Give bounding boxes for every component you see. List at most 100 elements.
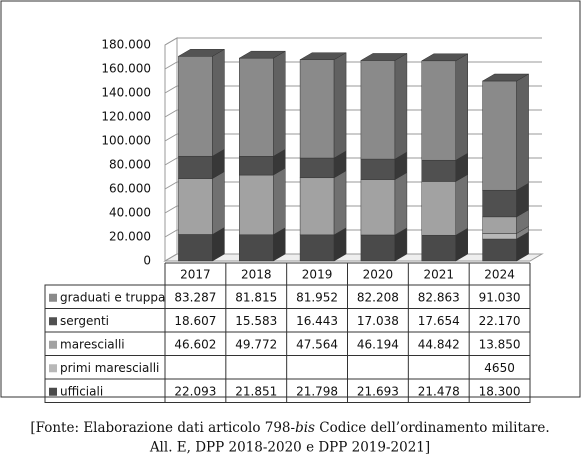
grid-line: [164, 229, 542, 238]
x-tick-label: 2018: [241, 268, 272, 282]
bar-segment: [421, 181, 456, 236]
table-cell: 18.300: [479, 384, 521, 398]
table-cell: 91.030: [479, 290, 521, 304]
bar-segment: [421, 60, 456, 161]
x-tick-label: 2020: [363, 268, 394, 282]
bar-top: [299, 52, 348, 60]
bar-segment: [482, 189, 517, 218]
y-tick-label: 180.000: [101, 38, 151, 52]
y-tick-label: 80.000: [109, 158, 151, 172]
x-tick-label: 2021: [423, 268, 454, 282]
bar-top: [420, 53, 469, 62]
table-cell: 83.287: [174, 290, 216, 304]
table-cell: 21.693: [357, 384, 399, 398]
bar-side: [212, 48, 225, 157]
table-cell: 18.607: [174, 314, 216, 328]
table-cell: 47.564: [296, 337, 338, 351]
bar-segment: [482, 80, 517, 191]
table-cell: 46.602: [174, 337, 216, 351]
table-cell: 17.654: [418, 314, 460, 328]
legend-swatch: [49, 387, 57, 396]
grid-line: [164, 37, 542, 46]
y-tick-label: 140.000: [101, 86, 151, 100]
bar-side: [516, 73, 529, 191]
table-cell: 17.038: [357, 314, 399, 328]
y-tick-label: 20.000: [109, 230, 151, 244]
table-cell: 22.093: [174, 384, 216, 398]
bar-segment: [239, 174, 274, 236]
grid-line: [164, 133, 542, 142]
grid-line: [164, 109, 542, 118]
bar-segment: [360, 158, 396, 180]
legend-swatch: [49, 293, 57, 302]
table-cell: 22.170: [479, 314, 521, 328]
bar-side: [333, 52, 347, 159]
caption-line: All. E, DPP 2018-2020 e DPP 2019-2021]: [149, 440, 430, 456]
bar-segment: [178, 234, 213, 262]
legend-label: sergenti: [60, 314, 109, 328]
bar-side: [455, 173, 468, 236]
bar-top: [481, 73, 530, 82]
bar-side: [455, 53, 468, 161]
bar-segment: [178, 178, 213, 235]
table-cell: 46.194: [357, 337, 399, 351]
legend-label: primi marescialli: [60, 361, 159, 375]
table-cell: 49.772: [235, 337, 277, 351]
bar-segment: [360, 234, 396, 262]
grid-line: [164, 157, 542, 166]
bar-segment: [360, 60, 396, 160]
x-tick-label: 2017: [180, 268, 211, 282]
table-cell: 21.478: [418, 384, 460, 398]
bar-segment: [239, 234, 274, 262]
bar-segment: [421, 159, 456, 182]
chart-border: [0, 0, 581, 398]
bar-segment: [178, 155, 213, 179]
table-cell: 4650: [484, 361, 515, 375]
bar-segment: [299, 157, 335, 179]
table-cell: 21.798: [296, 384, 338, 398]
bar-side: [273, 50, 286, 157]
caption-part: bis: [295, 420, 315, 436]
grid-line: [164, 253, 542, 262]
caption-part: Codice dell’ordinamento militare.: [315, 420, 550, 436]
grid-line: [164, 61, 542, 70]
y-tick-label: 0: [143, 254, 151, 268]
x-tick-label: 2019: [302, 268, 333, 282]
legend-swatch: [49, 340, 57, 349]
y-tick-label: 120.000: [101, 110, 151, 124]
bar-segment: [239, 156, 274, 176]
bar-segment: [299, 177, 335, 236]
legend-label: ufficiali: [60, 384, 103, 398]
y-tick-label: 40.000: [109, 206, 151, 220]
bar-top: [177, 49, 226, 57]
x-tick-label: 2024: [484, 268, 515, 282]
legend-swatch: [49, 317, 57, 326]
caption-part: [Fonte: Elaborazione dati articolo 798-: [30, 420, 295, 436]
y-tick-label: 60.000: [109, 182, 151, 196]
table-cell: 44.842: [418, 337, 460, 351]
y-tick-label: 160.000: [101, 62, 151, 76]
y-tick-label: 100.000: [101, 134, 151, 148]
table-cell: 81.815: [235, 290, 277, 304]
bar-top: [359, 53, 408, 61]
table-cell: 15.583: [235, 314, 277, 328]
table-cell: 81.952: [296, 290, 338, 304]
bar-segment: [482, 216, 517, 234]
legend-label: marescialli: [60, 337, 125, 351]
bar-segment: [482, 233, 517, 240]
bar-side: [273, 167, 286, 236]
table-cell: 82.863: [418, 290, 460, 304]
table-cell: 82.208: [357, 290, 399, 304]
grid-line: [164, 181, 542, 190]
table-cell: 21.851: [235, 384, 277, 398]
table-cell: 16.443: [296, 314, 338, 328]
bar-segment: [360, 179, 396, 236]
bar-segment: [299, 59, 335, 159]
bar-top: [238, 50, 287, 59]
bar-segment: [299, 234, 335, 262]
legend-swatch: [49, 364, 57, 373]
grid-line: [164, 205, 542, 214]
bar-side: [394, 53, 408, 160]
back-wall: [164, 37, 178, 262]
